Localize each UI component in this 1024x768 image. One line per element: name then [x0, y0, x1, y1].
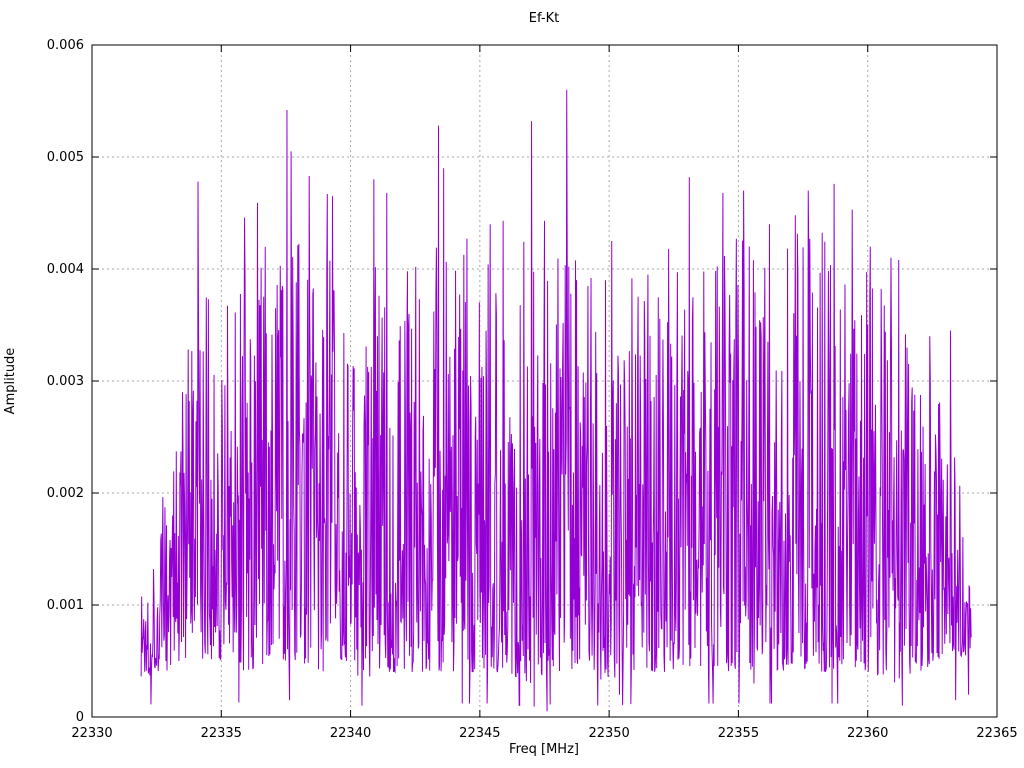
x-tick-label: 22345: [459, 726, 500, 741]
x-tick-label: 22350: [588, 726, 629, 741]
axis-ticks: [91, 44, 998, 718]
x-tick-label: 22355: [718, 726, 759, 741]
axis-tick-labels: 22330 22335 22340 22345 22350 22355 22360 22365…: [47, 38, 1018, 741]
chart-title: Ef-Kt: [529, 11, 559, 26]
y-tick-label: 0.005: [47, 150, 84, 165]
series-line: [140, 89, 972, 712]
y-axis-label: Amplitude: [3, 348, 18, 415]
series-layer: [140, 89, 972, 712]
y-tick-label: 0.006: [47, 38, 84, 53]
x-tick-label: 22365: [976, 726, 1017, 741]
y-tick-label: 0.004: [47, 262, 84, 277]
x-tick-label: 22335: [201, 726, 242, 741]
y-tick-label: 0.002: [47, 486, 84, 501]
x-tick-label: 22340: [330, 726, 371, 741]
y-tick-label: 0.001: [47, 598, 84, 613]
x-tick-label: 22330: [71, 726, 112, 741]
x-axis-label: Freq [MHz]: [509, 742, 579, 757]
y-tick-label: 0: [76, 710, 84, 725]
y-tick-label: 0.003: [47, 374, 84, 389]
x-tick-label: 22360: [847, 726, 888, 741]
